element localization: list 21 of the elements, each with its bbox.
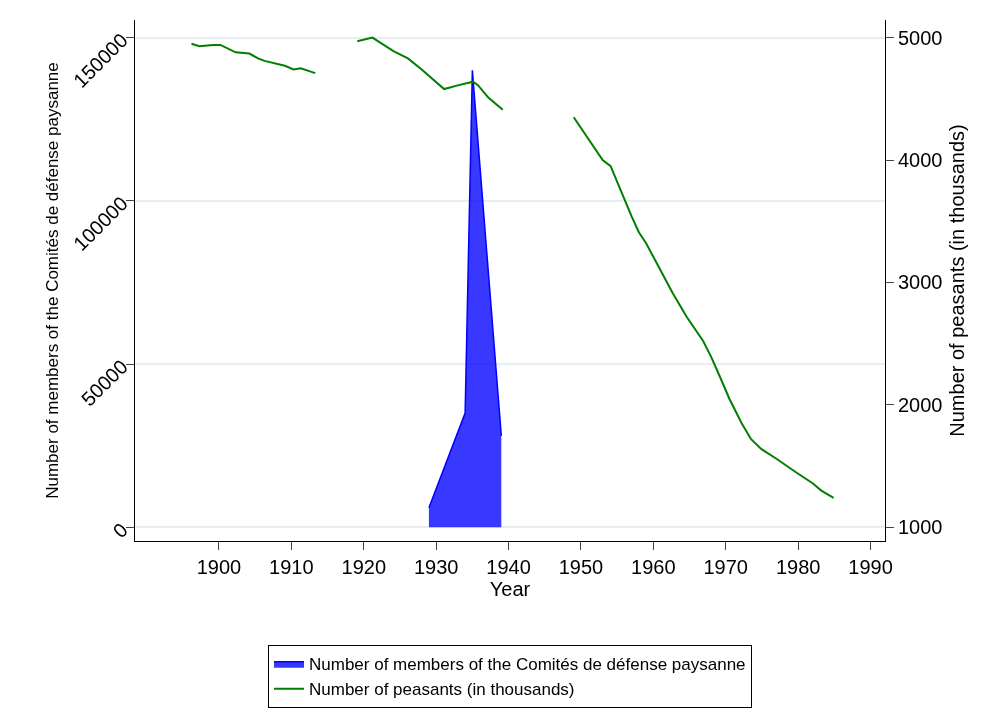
legend-label: Number of members of the Comités de défense paysanne	[309, 655, 746, 675]
x-tick-label: 1970	[703, 556, 748, 578]
x-tick-label: 1900	[196, 556, 242, 578]
y2-tick-label: 4000	[898, 149, 943, 172]
y2-axis-title: Number of peasants (in thousands)	[946, 124, 968, 437]
y2-tick-label: 1000	[898, 516, 943, 539]
x-tick-label: 1990	[848, 556, 893, 578]
x-tick-label: 1910	[269, 556, 314, 578]
x-tick-label: 1930	[413, 556, 459, 578]
x-tick-label: 1950	[558, 556, 604, 578]
x-tick-label: 1980	[775, 556, 821, 578]
y2-tick-label: 2000	[898, 393, 943, 416]
x-tick-label: 1960	[631, 556, 676, 578]
x-tick-label: 1920	[341, 556, 387, 578]
y2-tick-label: 3000	[898, 271, 943, 294]
x-tick-label: 1940	[486, 556, 531, 578]
y-axis-title: Number of members of the Comités de défense paysanne	[42, 62, 62, 499]
x-axis-title: Year	[489, 578, 531, 600]
legend-label: Number of peasants (in thousands)	[309, 680, 575, 700]
y-tick-label: 0	[108, 518, 132, 543]
y2-tick-label: 5000	[898, 26, 943, 49]
